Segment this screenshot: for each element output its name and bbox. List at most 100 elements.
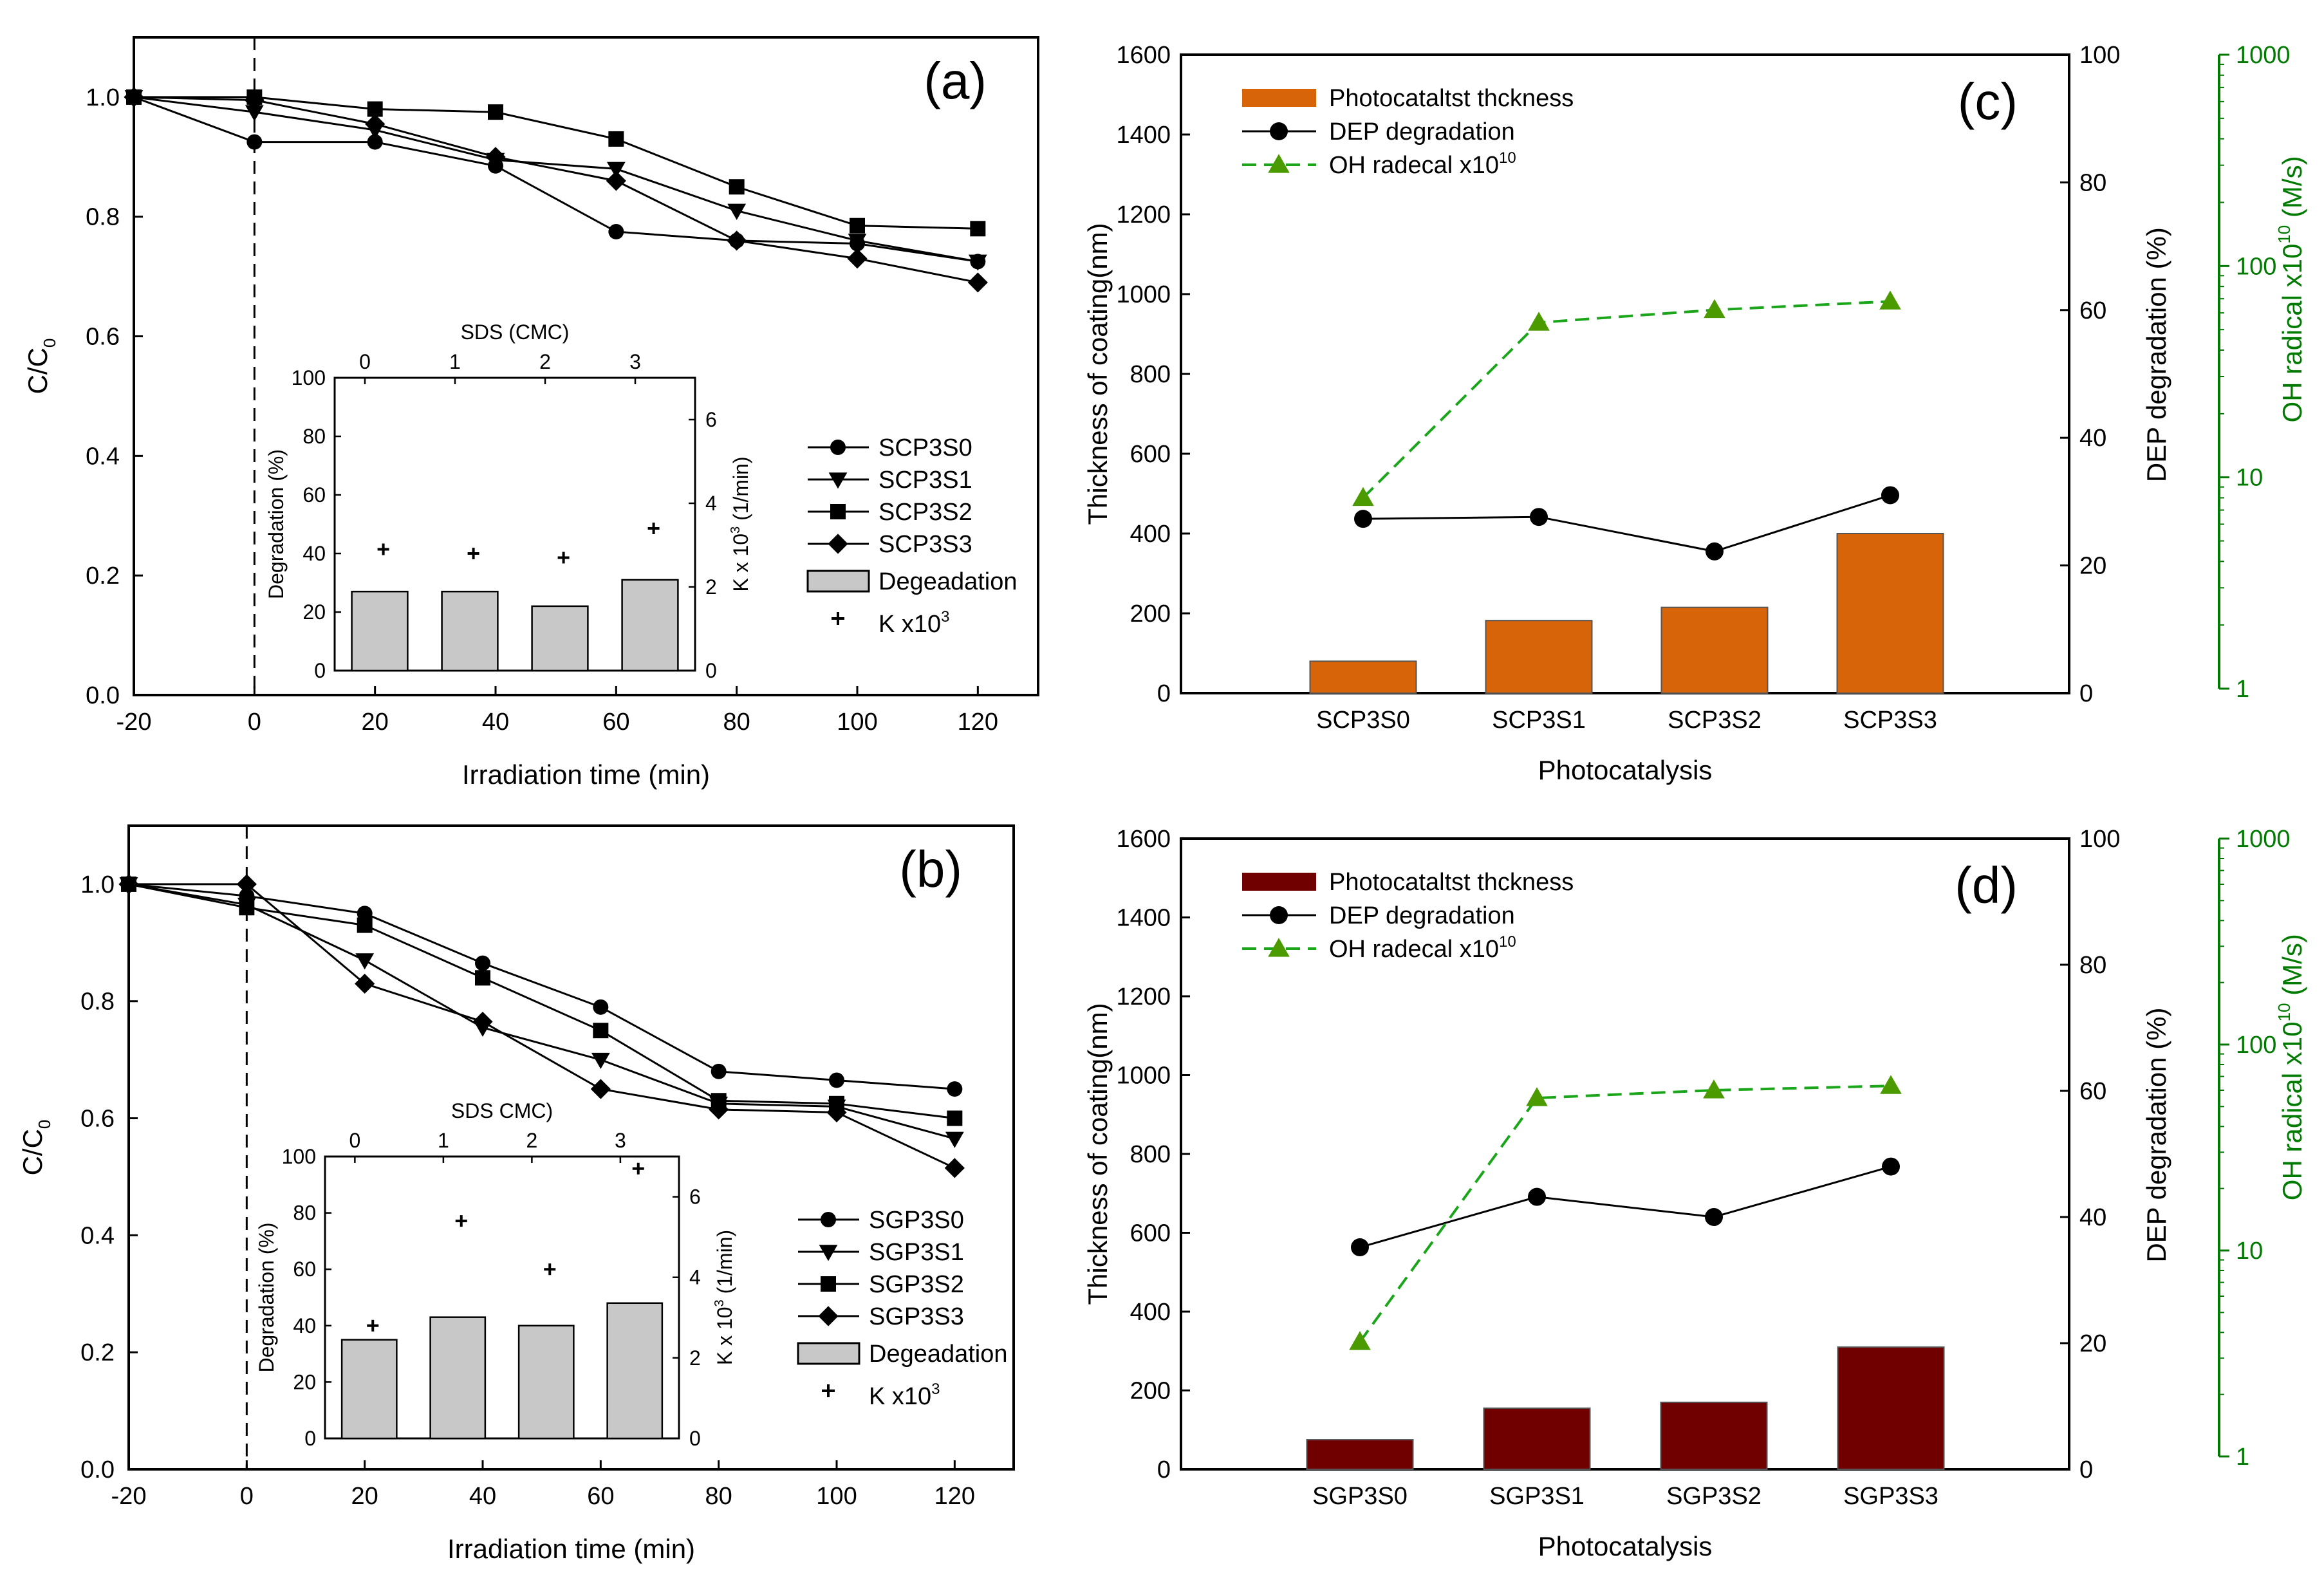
right-tick-label: 100: [2079, 826, 2120, 853]
data-point-SCP3S3: [365, 114, 386, 135]
left-tick-label: 1600: [1116, 826, 1171, 853]
legend-marker-k: [822, 1384, 835, 1397]
y-axis-title: C/C0: [23, 339, 59, 395]
inset-top-tick-label: 3: [629, 350, 641, 373]
inset-degradation-bar: [441, 590, 499, 672]
inset-right-axis-title: K x 103 (1/min): [729, 456, 752, 591]
data-point-SGP3S2: [475, 970, 490, 986]
inset-left-tick-label: 80: [293, 1202, 316, 1225]
y-axis-title: C/C0: [17, 1120, 54, 1176]
legend-entry: DEP degradation: [1329, 118, 1515, 145]
data-point-SCP3S3: [485, 147, 506, 167]
x-tick-label: SCP3S0: [1316, 707, 1410, 734]
data-point-SGP3S3: [355, 973, 375, 994]
data-point-SCP3S1: [968, 254, 987, 271]
series-line-SCP3S0: [133, 96, 978, 263]
data-point-SGP3S3: [709, 1099, 729, 1120]
data-point-SGP3S0: [593, 999, 609, 1015]
panel-label: (a): [924, 52, 987, 109]
right-axis-title: DEP degradation (%): [2141, 1008, 2171, 1263]
inset-top-tick-label: 0: [349, 1129, 360, 1152]
inset-right-tick-label: 6: [689, 1185, 701, 1209]
legend-entry: SGP3S1: [869, 1239, 964, 1266]
data-point-SGP3S0: [947, 1081, 963, 1097]
right-tick-label: 100: [2079, 42, 2120, 69]
left-tick-label: 1400: [1116, 122, 1171, 149]
data-point-SCP3S2: [970, 221, 986, 237]
x-tick-label: 20: [362, 709, 389, 736]
data-point-SCP3S3: [967, 272, 988, 293]
inset-k-point: [367, 1319, 379, 1332]
legend-marker: [818, 1306, 839, 1326]
series-line-SGP3S0: [128, 883, 955, 1090]
left-tick-label: 1400: [1116, 905, 1171, 932]
oh-radical-point: [1703, 1079, 1725, 1099]
y-tick-label: 1.0: [86, 84, 120, 111]
data-point-SCP3S3: [124, 87, 144, 107]
dep-degradation-point: [1705, 1208, 1723, 1226]
x-tick-label: SGP3S3: [1843, 1483, 1938, 1510]
x-tick-label: 60: [602, 709, 629, 736]
series-line-SCP3S2: [134, 96, 978, 230]
data-point-SGP3S1: [591, 1052, 610, 1070]
inset-degradation-bar: [351, 590, 409, 672]
thickness-bar: [1306, 1439, 1414, 1470]
inset-top-tick-label: 1: [449, 350, 461, 373]
legend-marker: [830, 440, 846, 455]
y-tick-label: 0.6: [86, 324, 120, 351]
inset-left-tick-label: 0: [314, 659, 326, 682]
x-tick-label: SGP3S2: [1666, 1483, 1762, 1510]
series-line-SCP3S3: [133, 96, 978, 284]
x-tick-label: 100: [816, 1483, 857, 1510]
legend-entry: Degeadation: [869, 1341, 1008, 1368]
right-tick-label: 20: [2079, 553, 2106, 580]
left-tick-label: 400: [1130, 521, 1171, 548]
dep-degradation-point: [1881, 486, 1899, 505]
inset-left-tick-label: 100: [282, 1145, 316, 1168]
left-tick-label: 1000: [1116, 1063, 1171, 1090]
x-tick-label: SCP3S3: [1843, 707, 1937, 734]
inset-top-tick-label: 2: [539, 350, 551, 373]
data-point-SGP3S1: [945, 1131, 964, 1148]
dep-degradation-point: [1882, 1157, 1900, 1176]
x-tick-label: 120: [934, 1483, 975, 1510]
data-point-SGP3S2: [239, 900, 255, 916]
y-tick-label: 1.0: [80, 871, 115, 898]
left-tick-label: 1000: [1116, 281, 1171, 308]
inset-degradation-bar: [621, 579, 679, 672]
legend-marker: [1270, 906, 1288, 924]
x-tick-label: 100: [837, 709, 877, 736]
oh-radical-point: [1349, 1331, 1371, 1350]
right-axis-title: DEP degradation (%): [2141, 227, 2171, 482]
inset-top-axis-title: SDS CMC): [451, 1099, 553, 1122]
inset-k-point: [467, 548, 479, 559]
legend-marker: [1268, 938, 1290, 957]
right-tick-label: 0: [2079, 680, 2093, 707]
panel-d: 0 200 400 600 800 1000 1200 1400 1600 0 20 40 60 80 10…: [1083, 826, 2307, 1561]
data-point-SCP3S2: [729, 179, 745, 195]
data-point-SCP3S2: [488, 104, 503, 120]
series-line-SGP3S2: [128, 883, 955, 1120]
panel-label: (b): [899, 841, 962, 898]
inset-degradation-bar: [531, 605, 589, 672]
left-tick-label: 1200: [1116, 983, 1171, 1010]
oh-axis-title: OH radical x1010 (M/s): [2274, 156, 2307, 422]
inset-right-tick-label: 4: [705, 492, 717, 515]
right-tick-label: 40: [2079, 425, 2106, 452]
legend-entry: SCP3S0: [878, 434, 972, 461]
legend-entry: DEP degradation: [1329, 902, 1515, 929]
inset-k-point: [647, 523, 660, 534]
data-point-SGP3S0: [475, 955, 490, 971]
oh-tick-label: 1: [2236, 1444, 2249, 1471]
data-point-SGP3S3: [590, 1079, 611, 1099]
right-tick-label: 0: [2079, 1456, 2093, 1483]
legend-entry: SGP3S0: [869, 1207, 964, 1234]
data-point-SCP3S0: [367, 134, 383, 150]
inset-left-tick-label: 60: [293, 1258, 316, 1281]
legend-marker-k: [832, 612, 844, 625]
legend-marker: [830, 504, 846, 519]
oh-radical-line: [1362, 300, 1891, 499]
left-tick-label: 0: [1157, 680, 1171, 707]
oh-radical-point: [1352, 487, 1374, 507]
